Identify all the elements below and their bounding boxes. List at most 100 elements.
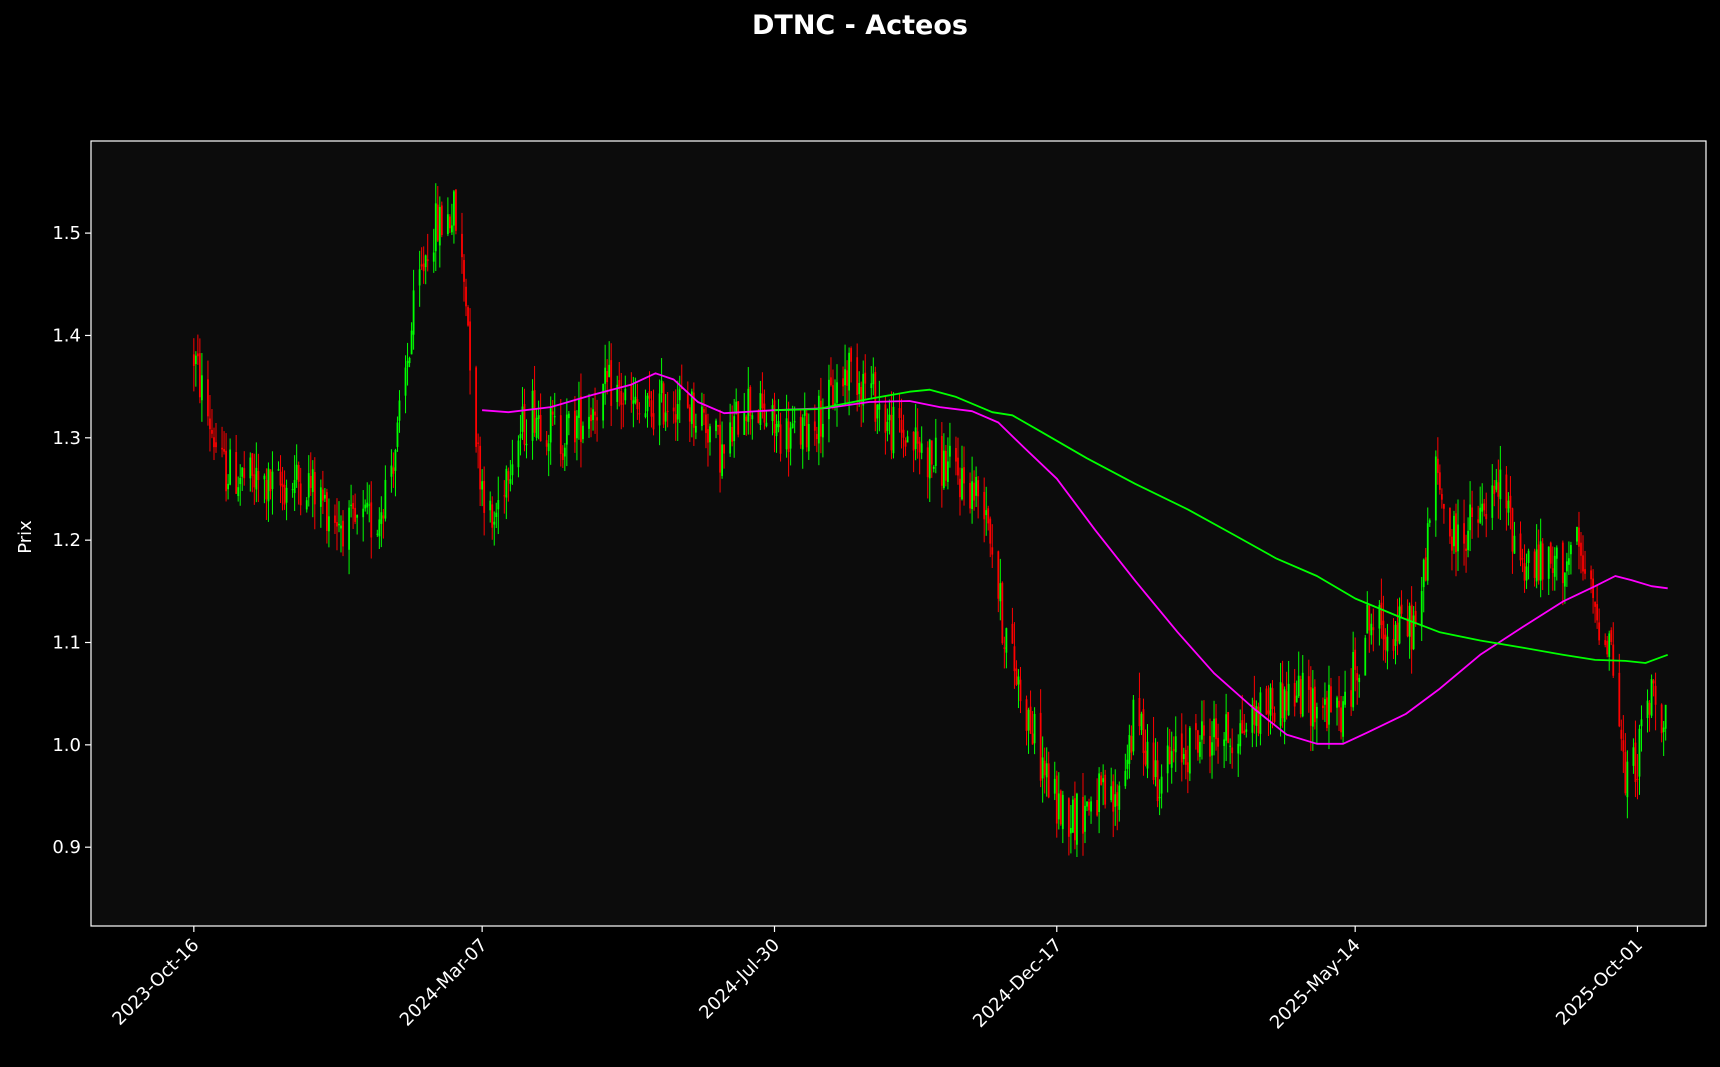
candle-body <box>1638 728 1641 777</box>
x-tick-label: 2024-Mar-07 <box>396 935 492 1031</box>
candle-body <box>942 450 945 488</box>
candle-body <box>376 533 379 535</box>
candle-body <box>448 216 451 229</box>
candle-body <box>904 440 907 447</box>
candle-body <box>519 433 522 439</box>
x-tick-label: 2024-Jul-30 <box>695 935 784 1024</box>
candle-body <box>944 450 947 481</box>
candle-body <box>1481 503 1484 512</box>
candle-body <box>737 401 740 435</box>
candle-body <box>503 495 506 497</box>
candle-body <box>1152 742 1155 781</box>
candle-body <box>307 473 310 498</box>
candle-body <box>1061 794 1064 830</box>
candle-body <box>334 515 336 523</box>
candle-body <box>789 427 792 449</box>
candle-body <box>644 413 647 417</box>
candle-body <box>1493 485 1496 494</box>
candle-body <box>434 203 437 252</box>
candle-body <box>336 522 338 527</box>
candle-body <box>1043 760 1046 776</box>
candle-body <box>1160 776 1163 794</box>
candle-body <box>743 411 746 435</box>
candle-body <box>622 403 625 405</box>
candle-body <box>975 476 978 496</box>
candle-body <box>553 416 556 418</box>
candle-body <box>999 583 1002 602</box>
candle-body <box>384 479 387 519</box>
candle-body <box>888 414 891 421</box>
candle-body <box>1188 727 1191 774</box>
candle-body <box>1507 500 1510 513</box>
candle-body <box>1088 801 1090 811</box>
candle-body <box>1479 507 1482 523</box>
candle-body <box>928 439 931 479</box>
candle-body <box>1011 623 1014 644</box>
candle-body <box>1594 601 1597 607</box>
candle-body <box>1138 697 1141 727</box>
candle-body <box>630 384 633 401</box>
candle-body <box>1626 761 1629 798</box>
candle-body <box>761 393 764 409</box>
candle-body <box>237 487 240 496</box>
candle-body <box>1098 773 1101 813</box>
candle-body <box>1307 676 1310 690</box>
y-tick-label: 1.3 <box>52 428 81 449</box>
candle-body <box>1563 572 1566 587</box>
candle-body <box>507 471 510 481</box>
candle-body <box>650 400 653 417</box>
candle-body <box>1299 679 1302 714</box>
candle-body <box>1442 504 1445 509</box>
y-tick-label: 1.5 <box>52 223 81 244</box>
candle-body <box>281 483 284 487</box>
candle-body <box>771 405 774 422</box>
candle-body <box>1194 723 1197 731</box>
candle-body <box>394 449 397 471</box>
candle-body <box>406 360 409 368</box>
candle-body <box>559 415 562 454</box>
candle-body <box>1271 688 1274 710</box>
candle-body <box>1366 604 1369 634</box>
candle-body <box>1082 796 1084 834</box>
candle-body <box>957 457 959 476</box>
candle-body <box>311 469 314 493</box>
candle-body <box>1273 712 1276 723</box>
candle-body <box>856 357 859 395</box>
candle-body <box>1227 712 1230 743</box>
candle-body <box>1398 606 1401 644</box>
candle-body <box>565 414 568 445</box>
candle-body <box>348 507 350 550</box>
candle-body <box>1076 793 1078 845</box>
ma-line-green <box>774 388 1669 664</box>
candle-body <box>765 422 768 427</box>
candle-body <box>906 436 909 443</box>
candle-body <box>1322 705 1324 709</box>
candle-body <box>1090 801 1092 812</box>
candle-body <box>1662 727 1665 733</box>
candle-body <box>1533 551 1536 578</box>
candle-body <box>1422 559 1425 588</box>
candle-body <box>196 353 199 357</box>
candle-body <box>467 307 469 326</box>
candle-body <box>426 259 429 262</box>
candle-body <box>1565 561 1568 572</box>
candle-body <box>1338 700 1340 708</box>
candle-body <box>709 426 711 443</box>
candle-body <box>1330 686 1332 713</box>
candle-body <box>309 475 312 488</box>
candle-body <box>594 411 596 416</box>
candle-body <box>973 482 976 501</box>
candle-body <box>632 400 635 404</box>
candle-body <box>1069 827 1072 834</box>
x-tick-label: 2025-May-14 <box>1266 935 1365 1034</box>
plot-area <box>91 141 1706 926</box>
candle-body <box>688 407 691 422</box>
candle-body <box>1549 542 1552 564</box>
candle-body <box>1245 729 1248 732</box>
candle-body <box>1354 649 1357 670</box>
candle-body <box>858 382 861 395</box>
candle-body <box>1650 679 1653 716</box>
candle-body <box>1326 697 1328 729</box>
candle-body <box>1279 682 1282 726</box>
candle-body <box>735 401 738 414</box>
